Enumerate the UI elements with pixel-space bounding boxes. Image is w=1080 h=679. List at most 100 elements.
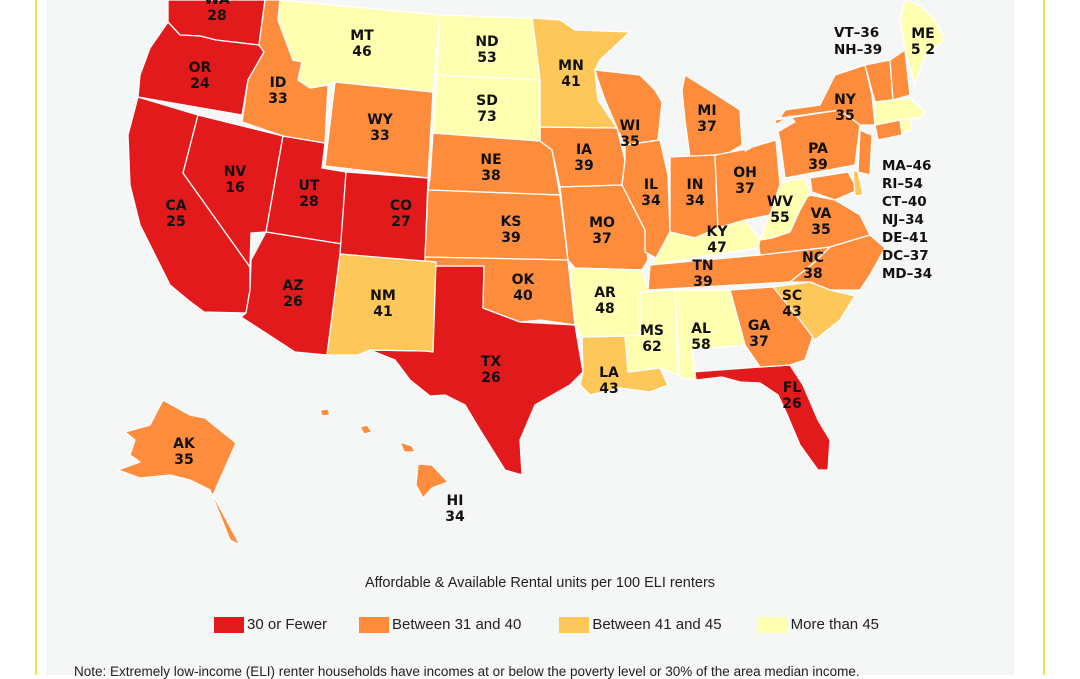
state-NH[interactable] <box>889 49 911 101</box>
label-WY-value: 33 <box>370 128 389 144</box>
legend-label-mid: Between 31 and 40 <box>392 616 522 633</box>
label-PA-value: 39 <box>808 157 827 173</box>
label-IL-value: 34 <box>641 193 661 209</box>
callout-CT: CT–40 <box>882 194 927 210</box>
state-HI-oahu[interactable] <box>359 424 373 435</box>
label-HI-value: 34 <box>445 509 465 525</box>
label-GA-abbr: GA <box>748 318 770 334</box>
label-NE-value: 38 <box>481 168 500 184</box>
label-VA-value: 35 <box>811 222 830 238</box>
label-KY-abbr: KY <box>707 224 729 240</box>
label-WI-value: 35 <box>620 134 639 150</box>
state-NM[interactable] <box>326 253 437 356</box>
state-HI-kauai[interactable] <box>319 408 331 417</box>
state-KY[interactable] <box>649 219 761 266</box>
callout-MD: MD–34 <box>882 266 932 282</box>
label-OR-value: 24 <box>190 76 210 92</box>
label-SD-abbr: SD <box>476 93 498 109</box>
state-MA[interactable] <box>874 97 926 126</box>
label-ND-abbr: ND <box>475 34 498 50</box>
label-AL-value: 58 <box>691 337 710 353</box>
legend-label-high: Between 41 and 45 <box>592 616 722 633</box>
label-ID-value: 33 <box>268 91 287 107</box>
label-MT-value: 46 <box>352 44 371 60</box>
callout-NJ: NJ–34 <box>882 212 924 228</box>
state-HI-maui[interactable] <box>399 441 416 453</box>
frame-line-right <box>1043 0 1045 675</box>
state-RI[interactable] <box>899 117 913 134</box>
label-IA-abbr: IA <box>576 142 592 158</box>
label-WA-value: 28 <box>207 8 226 24</box>
legend-item-top: More than 45 <box>757 616 879 633</box>
state-HI-big[interactable] <box>415 463 449 499</box>
frame-line-left <box>35 0 37 675</box>
callout-DE: DE–41 <box>882 230 928 246</box>
label-IN-abbr: IN <box>687 177 704 193</box>
lake-michigan <box>662 82 685 158</box>
label-MO-value: 37 <box>592 231 611 247</box>
state-MT[interactable] <box>277 0 441 93</box>
label-AZ-abbr: AZ <box>283 278 304 294</box>
label-AR-abbr: AR <box>594 285 616 301</box>
label-ID-abbr: ID <box>270 75 287 91</box>
label-AR-value: 48 <box>595 301 614 317</box>
label-MI-value: 37 <box>697 119 716 135</box>
label-FL-abbr: FL <box>783 380 802 396</box>
label-CO-value: 27 <box>391 214 410 230</box>
label-FL-value: 26 <box>782 396 801 412</box>
callout-DC: DC–37 <box>882 248 929 264</box>
label-OH-value: 37 <box>735 181 754 197</box>
state-TX[interactable] <box>369 265 584 476</box>
label-OK-abbr: OK <box>512 272 536 288</box>
label-IN-value: 34 <box>685 193 705 209</box>
label-NC-abbr: NC <box>802 250 824 266</box>
label-WI-abbr: WI <box>620 118 641 134</box>
legend-label-top: More than 45 <box>790 616 879 633</box>
label-NE-abbr: NE <box>480 152 501 168</box>
label-TN-value: 39 <box>693 274 712 290</box>
label-NM-abbr: NM <box>370 288 396 304</box>
legend-item-low: 30 or Fewer <box>214 616 327 633</box>
state-SC[interactable] <box>772 281 856 341</box>
label-CO-abbr: CO <box>390 198 412 214</box>
state-NY[interactable] <box>779 64 876 126</box>
label-KY-value: 47 <box>707 240 726 256</box>
state-KS[interactable] <box>424 189 569 261</box>
label-NC-value: 38 <box>803 266 822 282</box>
label-SD-value: 73 <box>477 109 496 125</box>
legend-swatch-top <box>757 616 788 633</box>
svg-text:WA: WA <box>204 0 230 8</box>
label-NV-abbr: NV <box>224 164 247 180</box>
label-MN-abbr: MN <box>558 58 584 74</box>
label-UT-abbr: UT <box>299 178 320 194</box>
label-KS-abbr: KS <box>501 214 522 230</box>
footnote: Note: Extremely low-income (ELI) renter … <box>74 664 860 679</box>
label-GA-value: 37 <box>749 334 768 350</box>
label-TX-value: 26 <box>481 370 500 386</box>
state-NC[interactable] <box>789 234 886 291</box>
label-AZ-value: 26 <box>283 294 302 310</box>
state-IL[interactable] <box>621 139 671 259</box>
state-WV[interactable] <box>759 177 811 241</box>
state-FL[interactable] <box>691 364 831 471</box>
label-AK-value: 35 <box>174 452 193 468</box>
state-CO[interactable] <box>339 171 429 263</box>
state-AL[interactable] <box>674 289 746 381</box>
label-PA-abbr: PA <box>808 141 828 157</box>
label-VA-abbr: VA <box>811 206 832 222</box>
state-MD[interactable] <box>809 171 859 201</box>
state-DE[interactable] <box>852 169 864 197</box>
state-SD[interactable] <box>432 74 541 142</box>
label-SC-value: 43 <box>782 304 801 320</box>
label-ND-value: 53 <box>477 50 496 66</box>
legend-swatch-low <box>214 616 244 633</box>
legend-title: Affordable & Available Rental units per … <box>364 575 716 591</box>
label-HI-abbr: HI <box>447 493 464 509</box>
state-NJ[interactable] <box>857 129 873 176</box>
lake-erie <box>742 115 796 152</box>
label-ME-value: 5 2 <box>911 42 935 58</box>
label-CA-value: 25 <box>166 214 185 230</box>
state-AK[interactable] <box>117 399 241 546</box>
state-ME[interactable] <box>899 0 946 86</box>
